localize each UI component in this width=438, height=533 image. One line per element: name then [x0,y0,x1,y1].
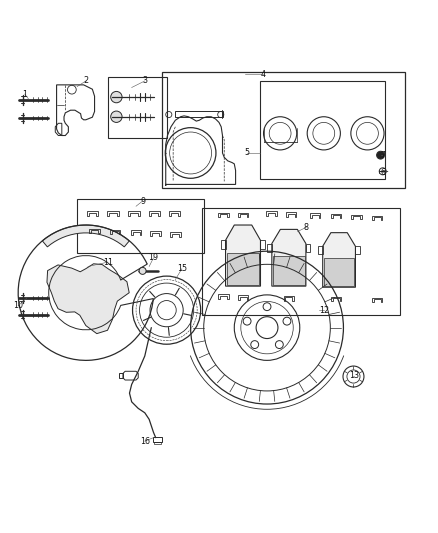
Polygon shape [226,225,261,286]
Text: 2: 2 [83,76,88,85]
Polygon shape [272,229,306,286]
Text: 8: 8 [304,223,309,232]
Bar [154,442,161,444]
Circle shape [139,268,146,274]
Bar [108,77,166,138]
Bar [152,437,162,442]
Text: 4: 4 [260,70,265,79]
Text: 15: 15 [177,264,187,273]
Polygon shape [47,264,129,334]
Polygon shape [324,258,354,286]
Text: 7: 7 [380,151,385,160]
Circle shape [111,111,122,123]
Text: 9: 9 [140,197,145,206]
Text: 3: 3 [142,76,147,85]
Polygon shape [273,256,304,285]
Text: 6: 6 [380,168,385,177]
Text: 12: 12 [319,305,329,314]
Text: 1: 1 [22,90,27,99]
Polygon shape [323,233,356,287]
Text: 11: 11 [102,257,113,266]
Text: 19: 19 [148,253,159,262]
Polygon shape [227,253,259,285]
Bar [77,199,204,253]
Bar [201,207,400,314]
Text: 10: 10 [13,301,23,310]
Bar [261,81,385,179]
Text: 5: 5 [245,149,250,157]
Text: 13: 13 [350,371,359,380]
Text: 16: 16 [140,437,150,446]
Bar [162,72,405,188]
Circle shape [377,151,385,159]
Polygon shape [42,225,129,247]
Circle shape [111,92,122,103]
